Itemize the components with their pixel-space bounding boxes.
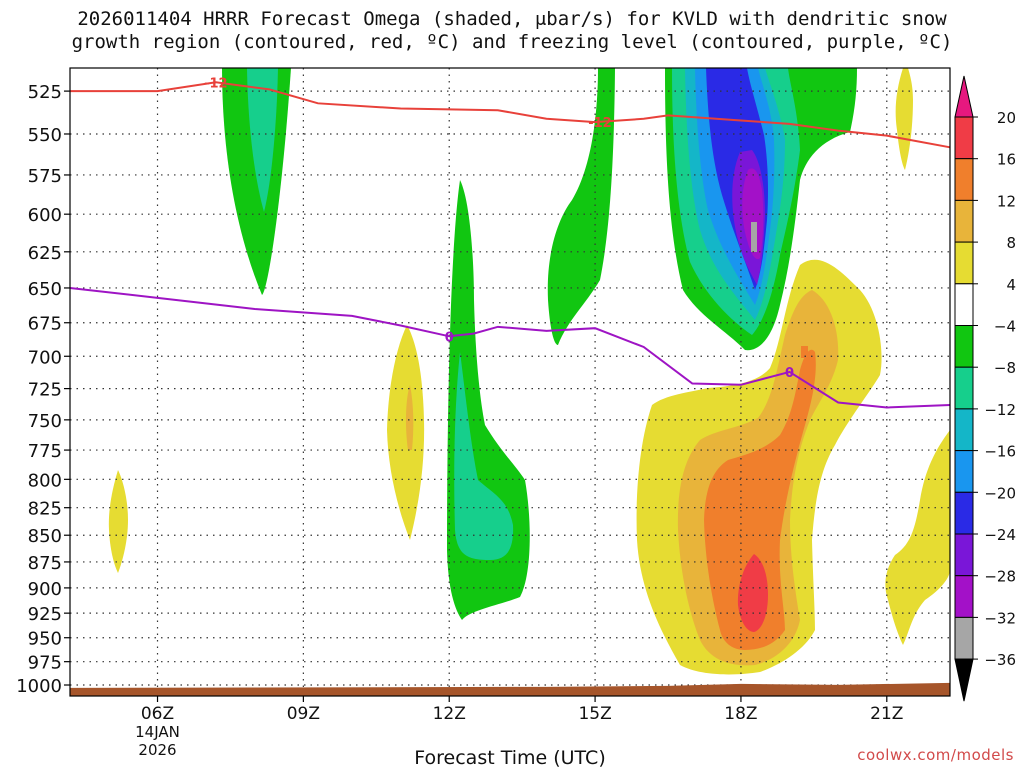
- isotherm-minus12-label-1: -12: [588, 116, 612, 131]
- isotherm-minus12-label-0: -12: [204, 76, 228, 91]
- freezing-level-label-1: 0: [785, 366, 794, 381]
- y-tick-label-775: 775: [28, 441, 62, 462]
- x-tick-label-12Z: 12Z: [433, 704, 466, 724]
- colorbar-bin-11: [954, 533, 974, 577]
- chart-title: 2026011404 HRRR Forecast Omega (shaded, …: [0, 8, 1024, 54]
- x-tick-label-18Z: 18Z: [724, 704, 757, 724]
- colorbar-bin-1: [954, 116, 974, 160]
- x-tick-label-09Z: 09Z: [287, 704, 320, 724]
- y-tick-label-900: 900: [28, 579, 62, 600]
- omega-pos-8-11z: [405, 385, 414, 450]
- omega-neg-8-15z: [547, 68, 615, 345]
- y-tick-label-575: 575: [28, 166, 62, 187]
- x-axis-label: Forecast Time (UTC): [414, 747, 605, 768]
- colorbar-bin-5: [954, 283, 974, 326]
- colorbar-label-8: −16: [984, 443, 1016, 461]
- colorbar-label-2: 12: [997, 192, 1016, 210]
- x-tick-date: 14JAN: [135, 723, 180, 741]
- y-tick-label-825: 825: [28, 499, 62, 520]
- omega-neg-12-07z: [247, 68, 278, 212]
- omega-pos-16-18z: [737, 554, 768, 632]
- x-tick-label-06Z: 06Z: [141, 704, 174, 724]
- omega-pos-4-05z: [108, 470, 128, 573]
- y-tick-label-525: 525: [28, 82, 62, 103]
- colorbar-label-7: −12: [984, 401, 1016, 419]
- colorbar-bin-6: [954, 325, 974, 368]
- y-tick-label-700: 700: [28, 347, 62, 368]
- colorbar-bin-3: [954, 199, 974, 243]
- colorbar-label-10: −24: [984, 526, 1016, 544]
- omega-shading: [108, 68, 950, 675]
- y-tick-label-625: 625: [28, 243, 62, 264]
- colorbar-label-9: −20: [984, 484, 1016, 502]
- colorbar-label-5: −4: [994, 318, 1016, 336]
- omega-neg-12-12z: [454, 352, 514, 560]
- y-axis: 525 550 575 600 625 650 675 700 725 750 775 800 825 8…: [16, 82, 70, 697]
- colorbar-arrow-top: [954, 75, 974, 118]
- y-tick-label-550: 550: [28, 125, 62, 146]
- y-tick-label-650: 650: [28, 279, 62, 300]
- title-line-2: growth region (contoured, red, ºC) and f…: [71, 31, 953, 53]
- colorbar-bin-8: [954, 408, 974, 452]
- colorbar-label-6: −8: [994, 359, 1016, 377]
- colorbar-label-1: 16: [997, 151, 1016, 169]
- colorbar-label-13: −36: [984, 651, 1016, 669]
- y-tick-label-1000: 1000: [16, 676, 62, 697]
- y-tick-label-925: 925: [28, 604, 62, 625]
- terrain-ground: [70, 682, 950, 696]
- omega-pos-4-21z-top: [895, 68, 913, 170]
- colorbar-bin-13: [954, 616, 974, 660]
- y-tick-label-750: 750: [28, 411, 62, 432]
- y-tick-label-975: 975: [28, 653, 62, 674]
- omega-pos-12-18z: [704, 349, 816, 650]
- omega-neg-36-18z: [751, 222, 757, 252]
- y-tick-label-875: 875: [28, 553, 62, 574]
- x-tick-label-15Z: 15Z: [578, 704, 611, 724]
- gridlines: [70, 68, 950, 696]
- colorbar-label-12: −32: [984, 609, 1016, 627]
- colorbar-bin-4: [954, 241, 974, 285]
- y-tick-label-675: 675: [28, 314, 62, 335]
- freezing-level-label-0: 0: [445, 330, 454, 345]
- colorbar-label-11: −28: [984, 568, 1016, 586]
- y-tick-label-950: 950: [28, 629, 62, 650]
- colorbar-bin-12: [954, 575, 974, 618]
- omega-pos-4-11z: [387, 325, 425, 540]
- colorbar-label-4: 4: [1006, 276, 1016, 294]
- colorbar-arrow-bottom: [954, 658, 974, 702]
- isotherm-minus12-line: [70, 81, 951, 149]
- colorbar-label-0: 20: [997, 109, 1016, 127]
- y-tick-label-800: 800: [28, 470, 62, 491]
- y-tick-label-850: 850: [28, 526, 62, 547]
- x-tick-year: 2026: [138, 741, 176, 759]
- colorbar-bin-10: [954, 491, 974, 535]
- y-tick-label-600: 600: [28, 205, 62, 226]
- colorbar-bin-2: [954, 158, 974, 201]
- temperature-contours: -12 -12 0 0: [69, 76, 951, 409]
- colorbar: 20 16 12 8 4 −4 −8 −12 −16 −20 −24 −28 −32 −36: [954, 75, 1016, 702]
- colorbar-label-3: 8: [1006, 234, 1016, 252]
- colorbar-bin-7: [954, 366, 974, 410]
- y-tick-label-725: 725: [28, 380, 62, 401]
- terrain-fill: [70, 682, 950, 696]
- omega-pos-4-21z: [885, 430, 950, 645]
- credit-text: coolwx.com/models: [857, 746, 1014, 764]
- colorbar-bin-9: [954, 450, 974, 493]
- title-line-1: 2026011404 HRRR Forecast Omega (shaded, …: [77, 8, 947, 30]
- freezing-level-line: [69, 286, 951, 409]
- x-tick-label-21Z: 21Z: [870, 704, 903, 724]
- omega-pos-8-18z-top: [801, 346, 808, 358]
- plot-frame: [69, 67, 951, 697]
